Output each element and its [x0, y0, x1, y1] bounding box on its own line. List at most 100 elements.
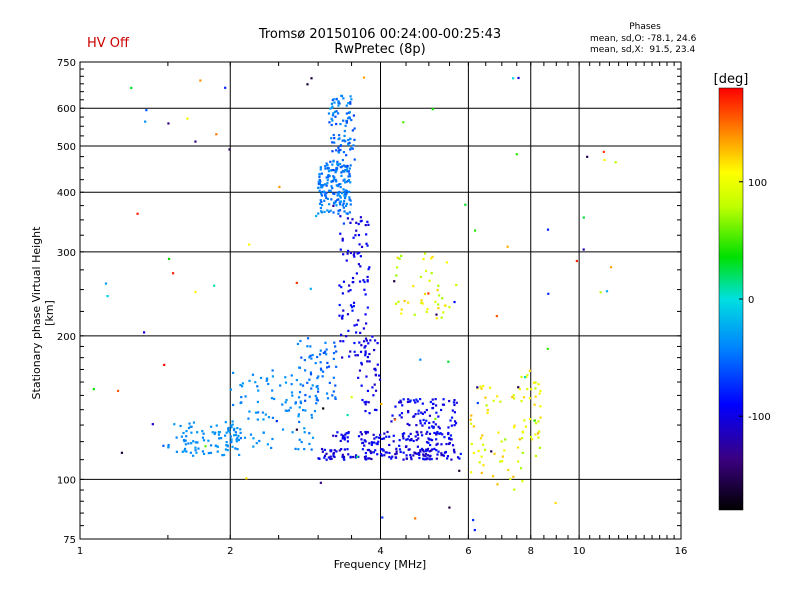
data-point	[304, 369, 307, 372]
data-point	[412, 399, 416, 402]
data-point	[534, 381, 537, 384]
data-point	[469, 418, 472, 421]
data-point	[373, 383, 376, 386]
data-point	[339, 232, 342, 235]
data-point	[366, 279, 369, 282]
data-point	[337, 212, 340, 215]
data-point	[416, 433, 420, 436]
data-point	[316, 355, 319, 359]
data-point	[338, 195, 342, 198]
data-point	[599, 291, 602, 294]
data-point	[367, 223, 370, 226]
data-point	[398, 444, 401, 447]
data-point	[319, 180, 322, 183]
data-point	[333, 455, 336, 459]
data-point	[374, 369, 377, 372]
data-point	[346, 313, 350, 316]
data-point	[236, 427, 239, 430]
data-point	[401, 404, 404, 407]
data-point	[353, 255, 356, 258]
data-point	[435, 411, 438, 414]
data-point	[344, 181, 347, 184]
data-point	[377, 436, 381, 439]
data-point	[342, 280, 346, 283]
data-point	[325, 192, 328, 195]
data-point	[341, 292, 344, 295]
data-point	[400, 412, 404, 415]
data-point	[265, 377, 268, 380]
data-point	[372, 433, 375, 436]
data-point	[496, 483, 499, 486]
data-point	[319, 183, 323, 187]
data-point	[493, 452, 496, 455]
data-point	[335, 98, 338, 101]
data-point	[303, 447, 306, 451]
data-point	[416, 445, 419, 448]
data-point	[368, 412, 371, 415]
y-axis-ticks: 75 100 200 300 400 500 600 750	[57, 58, 681, 546]
data-point	[308, 356, 311, 359]
data-point	[332, 357, 335, 360]
data-point	[342, 97, 345, 100]
data-point	[345, 104, 348, 107]
data-point	[423, 292, 427, 296]
data-point	[332, 211, 335, 214]
data-point	[197, 447, 200, 450]
data-point	[371, 335, 374, 338]
data-point	[421, 402, 424, 405]
data-point	[443, 435, 446, 439]
data-point	[344, 193, 348, 196]
data-point	[364, 337, 368, 340]
data-point	[418, 453, 421, 457]
data-point	[234, 431, 237, 434]
data-point	[219, 437, 223, 440]
data-point	[327, 174, 330, 177]
data-point	[496, 395, 499, 398]
data-point	[455, 283, 458, 287]
data-point	[429, 443, 432, 447]
data-point	[362, 340, 366, 343]
data-point	[236, 448, 239, 451]
data-point	[400, 254, 403, 257]
data-point	[320, 194, 323, 197]
data-point	[342, 455, 346, 459]
data-point	[342, 309, 345, 312]
data-point	[199, 79, 202, 82]
data-point	[349, 203, 352, 206]
data-point	[529, 435, 532, 439]
data-point	[431, 255, 434, 259]
data-point	[365, 458, 368, 461]
data-point	[333, 341, 336, 344]
data-point	[538, 392, 541, 395]
data-point	[349, 137, 352, 140]
data-point	[582, 216, 585, 219]
data-point	[331, 105, 334, 108]
data-point	[539, 405, 542, 408]
data-point	[345, 168, 348, 171]
data-point	[451, 444, 455, 447]
data-point	[404, 445, 408, 449]
data-point	[614, 161, 617, 164]
data-point	[333, 192, 336, 195]
data-point	[435, 438, 438, 441]
data-point	[318, 176, 321, 179]
data-point	[331, 169, 334, 172]
data-point	[317, 186, 320, 190]
data-point	[455, 401, 458, 404]
data-point	[375, 408, 378, 412]
data-point	[311, 436, 315, 439]
data-point	[547, 292, 550, 295]
data-point	[229, 388, 233, 391]
data-point	[328, 121, 331, 124]
data-point	[420, 411, 423, 414]
data-point	[265, 379, 268, 382]
data-point	[451, 409, 454, 412]
data-point	[309, 345, 312, 348]
data-point	[344, 140, 347, 143]
data-point	[308, 442, 311, 446]
data-point	[402, 458, 405, 461]
data-point	[392, 440, 395, 443]
data-point	[378, 378, 382, 381]
data-point	[352, 114, 356, 117]
data-point	[303, 431, 306, 434]
